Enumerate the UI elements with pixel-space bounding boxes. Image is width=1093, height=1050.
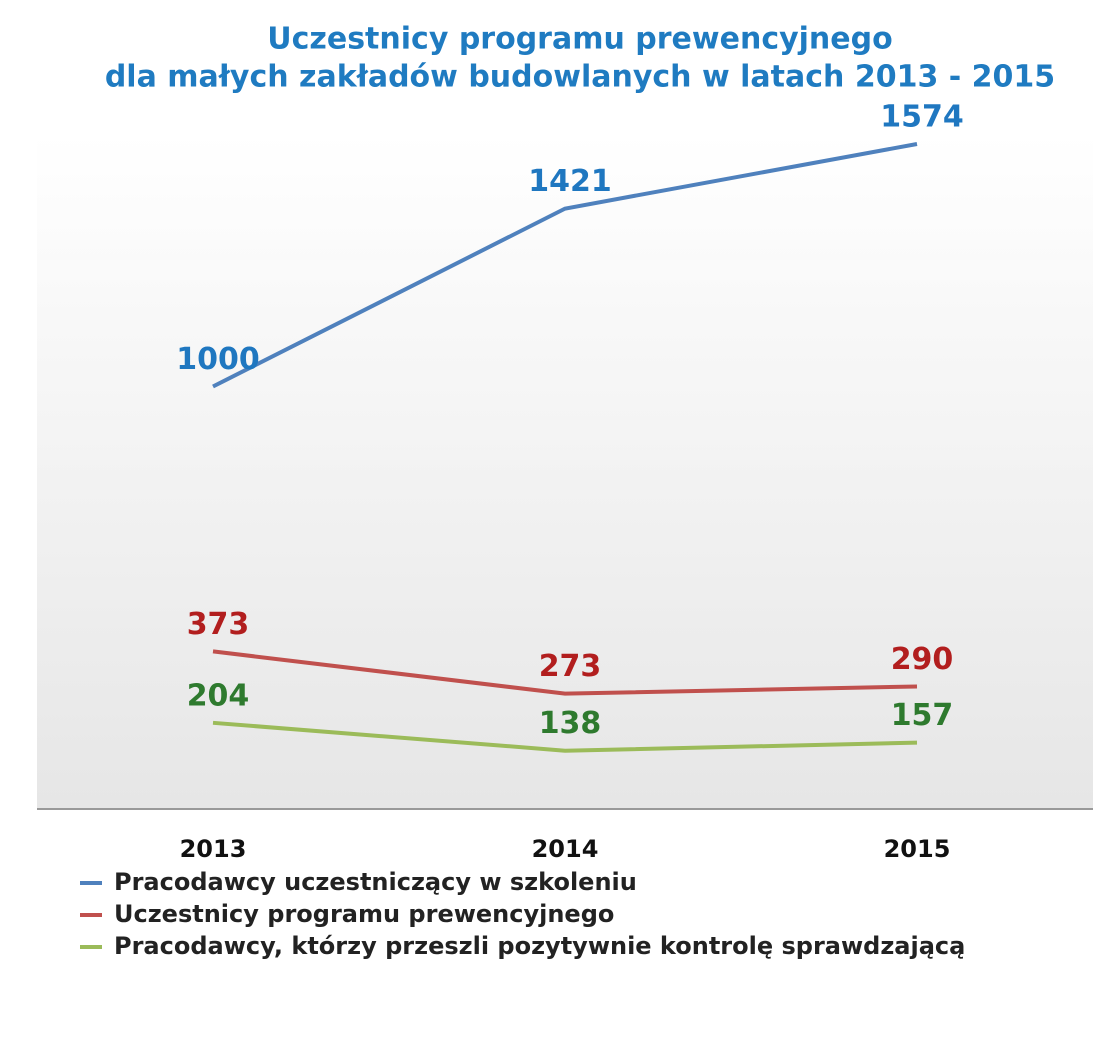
series-line: [212, 142, 918, 389]
x-tick-label: 2014: [532, 835, 599, 863]
series-line: [212, 649, 918, 696]
data-label: 290: [891, 642, 954, 677]
data-label: 138: [539, 706, 602, 741]
x-tick-label: 2013: [180, 835, 247, 863]
data-label: 1574: [880, 99, 964, 134]
legend-label: Pracodawcy uczestniczący w szkoleniu: [114, 868, 637, 896]
series-line: [212, 720, 918, 753]
chart-title: dla małych zakładów budowlanych w latach…: [105, 60, 1055, 95]
legend-label: Uczestnicy programu prewencyjnego: [114, 900, 614, 928]
chart-title: Uczestnicy programu prewencyjnego: [267, 22, 892, 57]
x-tick-label: 2015: [884, 835, 951, 863]
data-label: 373: [187, 607, 250, 642]
data-label: 157: [891, 698, 954, 733]
legend-label: Pracodawcy, którzy przeszli pozytywnie k…: [114, 932, 965, 960]
data-label: 1000: [176, 342, 260, 377]
data-label: 1421: [528, 164, 612, 199]
data-label: 273: [539, 649, 602, 684]
plot-area: [37, 133, 1093, 809]
data-label: 204: [187, 678, 250, 713]
